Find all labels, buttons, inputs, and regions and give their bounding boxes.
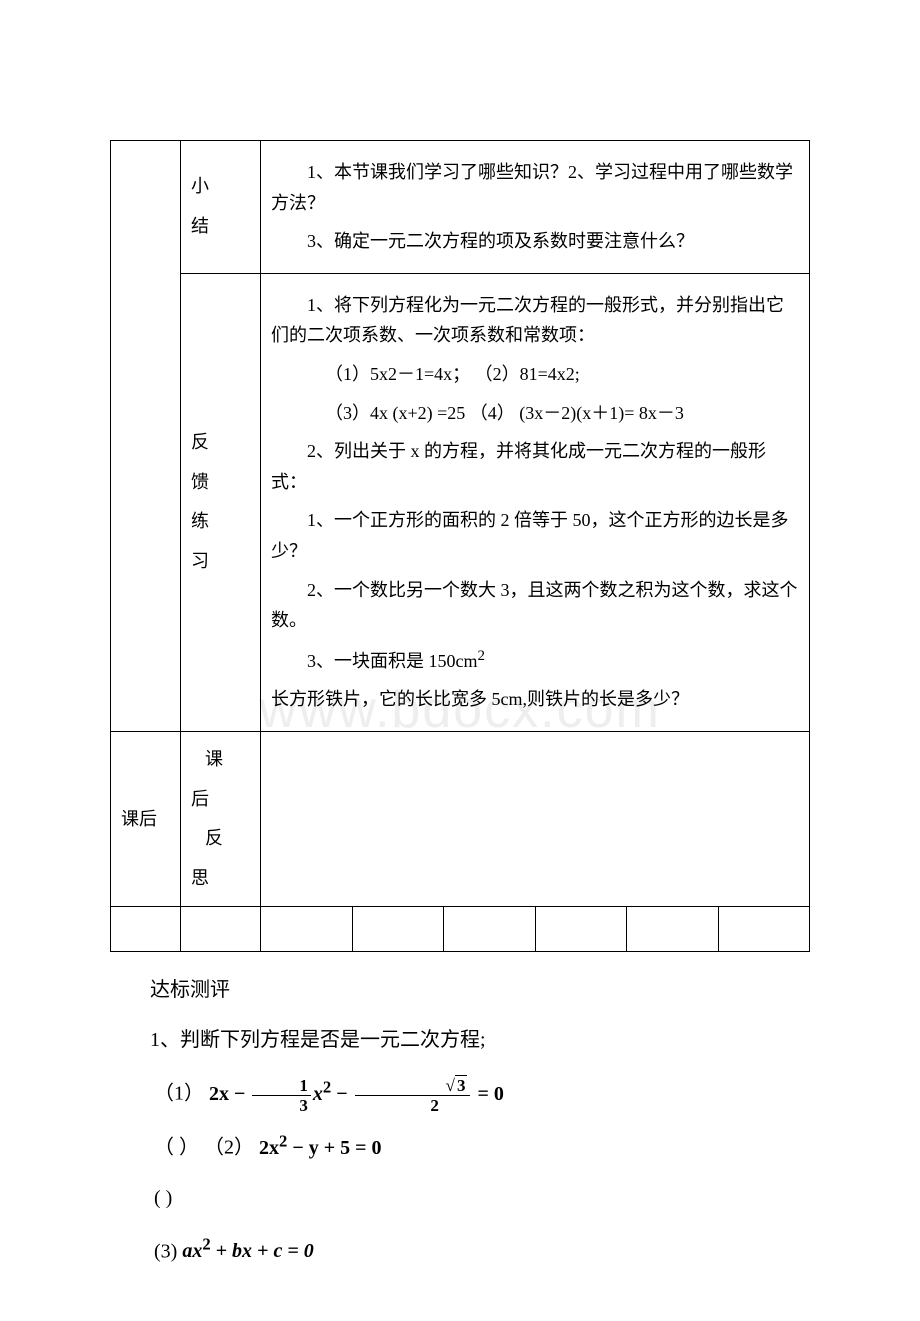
practice-p7: 3、一块面积是 150cm2 [271,644,799,677]
f1-frac2-num: √3 [355,1077,471,1096]
table-row: 反 馈 练 习 1、将下列方程化为一元二次方程的一般形式，并分别指出它们的二次项… [111,273,810,731]
f1-minus2: − [331,1083,352,1105]
f1-x: x [313,1083,323,1105]
practice-p5: 1、一个正方形的面积的 2 倍等于 50，这个正方形的边长是多少？ [271,505,799,566]
label-char: 习 [191,542,250,582]
table-row [111,907,810,952]
label-char: 小 [191,167,250,207]
practice-p1: 1、将下列方程化为一元二次方程的一般形式，并分别指出它们的二次项系数、一次项系数… [271,290,799,351]
cell-afterclass-left: 课后 [111,731,181,906]
label-char: 结 [191,207,250,247]
f2-prefix: （ ） （2） [154,1137,254,1159]
f2-b: − y + 5 = 0 [287,1137,381,1159]
practice-p8: 长方形铁片，它的长比宽多 5cm,则铁片的长是多少？ [271,684,799,715]
assessment-section: 达标测评 1、判断下列方程是否是一元二次方程; （1） 2x − 13x2 − … [110,970,810,1271]
empty-cell [627,907,719,952]
practice-p6: 2、一个数比另一个数大 3，且这两个数之积为这个数，求这个数。 [271,575,799,636]
practice-p3: （3）4x (x+2) =25 （4） (3x－2)(x＋1)= 8x－3 [271,398,799,429]
label-char: 思 [191,859,250,899]
f1-frac1-den: 3 [252,1096,311,1114]
f1-prefix: （1） [154,1083,204,1105]
empty-cell [444,907,536,952]
cell-left-empty [111,141,181,732]
cell-practice-label: 反 馈 练 习 [181,273,261,731]
cell-reflection-content [261,731,810,906]
f1-eq: = 0 [472,1083,503,1105]
assessment-q1: 1、判断下列方程是否是一元二次方程; [110,1020,810,1060]
f1-minus: − [229,1083,250,1105]
empty-cell [261,907,353,952]
cell-summary-label: 小 结 [181,141,261,274]
practice-p4: 2、列出关于 x 的方程，并将其化成一元二次方程的一般形式： [271,436,799,497]
f1-frac1-num: 1 [252,1077,311,1096]
practice-p7a: 3、一块面积是 150cm [307,651,478,671]
summary-p1: 1、本节课我们学习了哪些知识？2、学习过程中用了哪些数学方法？ [271,157,799,218]
f1-sup: 2 [323,1077,331,1096]
f1-expr: 2x − 13x2 − √32 = 0 [209,1083,504,1105]
f1-radicand: 3 [455,1075,468,1095]
label-char: 后 [191,780,250,820]
f1-frac2-den: 2 [355,1096,471,1114]
f3-b: + bx + c = 0 [211,1240,314,1262]
f2-a: 2x [259,1137,279,1159]
f1-lead: 2x [209,1083,229,1105]
f3-prefix: (3) [154,1240,177,1262]
summary-p2: 3、确定一元二次方程的项及系数时要注意什么？ [271,226,799,257]
empty-cell [111,907,181,952]
empty-cell [352,907,444,952]
table-row: 课后 课 后 反 思 [111,731,810,906]
empty-cell [718,907,810,952]
assessment-formula-1: （1） 2x − 13x2 − √32 = 0 [110,1070,810,1114]
empty-cell [535,907,627,952]
assessment-formula-2: （ ） （2） 2x2 − y + 5 = 0 [110,1124,810,1168]
label-char: 课 [191,740,250,780]
table-row: 小 结 1、本节课我们学习了哪些知识？2、学习过程中用了哪些数学方法？ 3、确定… [111,141,810,274]
label-char: 反 [191,819,250,859]
f3-sup: 2 [202,1235,210,1254]
assessment-blank2: ( ) [110,1178,810,1218]
practice-p2: （1）5x2－1=4x； （2）81=4x2; [271,359,799,390]
f3-expr: ax2 + bx + c = 0 [182,1240,313,1262]
label-char: 练 [191,502,250,542]
f3-a: ax [182,1240,202,1262]
practice-p7-sup: 2 [478,648,486,664]
label-char: 馈 [191,463,250,503]
lesson-table: 小 结 1、本节课我们学习了哪些知识？2、学习过程中用了哪些数学方法？ 3、确定… [110,140,810,952]
cell-practice-content: 1、将下列方程化为一元二次方程的一般形式，并分别指出它们的二次项系数、一次项系数… [261,273,810,731]
empty-cell [181,907,261,952]
assessment-formula-3: (3) ax2 + bx + c = 0 [110,1228,810,1272]
cell-reflection-label: 课 后 反 思 [181,731,261,906]
label-char: 反 [191,423,250,463]
cell-summary-content: 1、本节课我们学习了哪些知识？2、学习过程中用了哪些数学方法？ 3、确定一元二次… [261,141,810,274]
assessment-heading: 达标测评 [110,970,810,1010]
f2-expr: 2x2 − y + 5 = 0 [259,1137,382,1159]
